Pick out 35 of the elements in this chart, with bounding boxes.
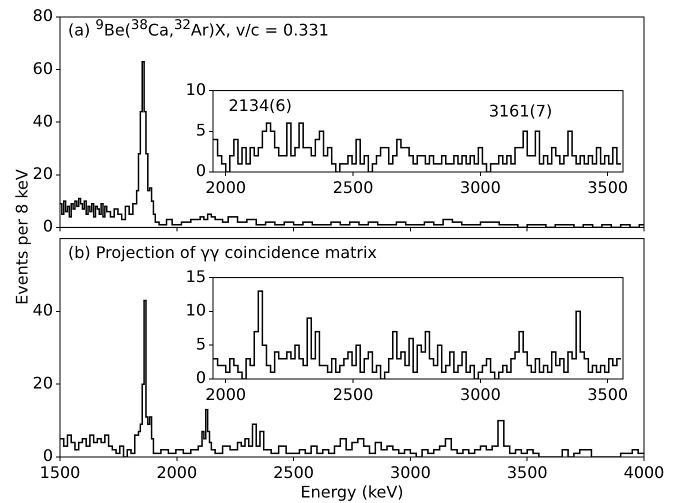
y-tick-label: 0 — [42, 446, 53, 466]
y-tick-label: 20 — [32, 164, 53, 183]
y-tick-label: 15 — [186, 266, 206, 286]
y-tick-label: 5 — [196, 334, 206, 354]
y-tick-label: 40 — [32, 300, 53, 320]
x-tick-label: 3500 — [587, 384, 628, 404]
y-tick-label: 0 — [196, 368, 206, 388]
chart-title: (b) Projection of γγ coincidence matrix — [68, 243, 377, 262]
x-tick-label: 1500 — [40, 462, 80, 482]
x-tick-label: 2500 — [273, 462, 314, 482]
y-tick-label: 20 — [32, 373, 53, 392]
x-tick-label: 3000 — [460, 384, 501, 404]
y-tick-label: 80 — [32, 6, 53, 26]
x-tick-label: 3500 — [506, 462, 548, 482]
y-tick-label: 40 — [32, 111, 53, 130]
x-tick-label: 3500 — [587, 178, 628, 197]
x-tick-label: 2000 — [156, 462, 198, 482]
y-tick-label: 0 — [196, 161, 206, 180]
y-tick-label: 5 — [196, 120, 206, 140]
y-tick-label: 0 — [42, 216, 53, 236]
y-axis-title: Events per 8 keV — [12, 169, 32, 305]
chart-title: (a) $^{9}$Be($^{38}$Ca,$^{32}$Ar)X, v/c = 0.331 — [68, 18, 329, 40]
x-tick-label: 3000 — [460, 178, 501, 197]
x-axis-title: Energy (keV) — [300, 482, 404, 502]
y-tick-label: 60 — [32, 58, 53, 78]
annotation: 2134(6) — [228, 96, 292, 116]
x-tick-label: 3000 — [390, 462, 431, 482]
x-tick-label: 2000 — [205, 384, 246, 404]
y-tick-label: 10 — [186, 300, 206, 320]
x-tick-label: 2500 — [332, 178, 374, 197]
x-tick-label: 2000 — [205, 178, 246, 197]
x-tick-label: 2500 — [332, 384, 374, 404]
x-tick-label: 4000 — [624, 462, 664, 482]
y-tick-label: 10 — [186, 80, 206, 99]
annotation: 3161(7) — [488, 102, 552, 121]
